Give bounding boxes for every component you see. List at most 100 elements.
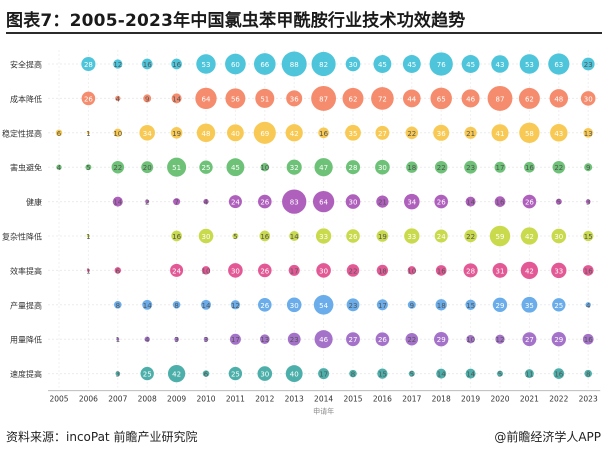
bubble: [584, 369, 592, 378]
bubble: [551, 262, 567, 279]
bubble: [580, 91, 596, 106]
bubble: [139, 125, 155, 141]
bubble: [465, 368, 476, 379]
bubble: [349, 369, 357, 378]
bubble-value-label: 45: [407, 61, 416, 69]
bubble: [228, 366, 243, 381]
bubble-value-label: 23: [290, 336, 299, 344]
row-label-4: 害虫避免: [10, 163, 42, 173]
bubble-value-label: 14: [466, 371, 475, 379]
bubble: [491, 124, 509, 142]
bubble-value-label: 34: [407, 199, 416, 207]
bubble-value-label: 42: [525, 267, 534, 275]
bubble: [553, 368, 565, 379]
bubble-value-label: 5: [498, 371, 502, 379]
bubble: [519, 122, 540, 143]
bubble-value-label: 22: [407, 130, 416, 138]
bubble-value-label: 30: [378, 164, 387, 172]
bubble: [524, 161, 535, 173]
bubble: [311, 51, 336, 77]
x-tick-label: 2007: [108, 395, 127, 404]
row-label-9: 用量降低: [10, 335, 42, 345]
bubble: [143, 94, 152, 103]
bubble-value-label: 4: [204, 199, 209, 207]
bubble-value-label: 33: [554, 267, 563, 275]
bubble: [201, 266, 211, 275]
bubble: [583, 127, 594, 138]
bubble-value-label: 24: [437, 233, 446, 241]
bubble-value-label: 1: [86, 233, 90, 241]
bubble-value-label: 7: [174, 199, 178, 207]
bubble-value-label: 23: [584, 61, 593, 69]
x-tick-label: 2013: [285, 395, 304, 404]
bubble: [141, 58, 153, 70]
bubble-value-label: 76: [437, 61, 446, 69]
bubble-value-label: 62: [349, 95, 358, 103]
x-tick-label: 2020: [490, 395, 509, 404]
bubble: [345, 194, 361, 209]
title-underline: [6, 32, 602, 34]
bubble-value-label: 14: [202, 302, 211, 310]
bubble-value-label: 12: [113, 61, 122, 69]
bubble: [55, 129, 63, 137]
bubble-value-label: 15: [466, 302, 475, 310]
bubble-value-label: 27: [525, 336, 534, 344]
bubble: [376, 195, 389, 208]
bubble-value-label: 16: [319, 130, 328, 138]
bubble-value-label: 23: [466, 164, 475, 172]
bubble-value-label: 62: [525, 95, 534, 103]
bubble: [145, 199, 150, 204]
bubble: [113, 59, 123, 69]
x-tick-label: 2006: [79, 395, 98, 404]
bubble-value-label: 25: [231, 371, 240, 379]
bubble-value-label: 30: [290, 302, 299, 310]
bubble: [228, 195, 242, 209]
bubble: [430, 87, 452, 110]
bubble-value-label: 30: [349, 61, 358, 69]
bubble-value-label: 26: [525, 199, 534, 207]
bubble: [253, 121, 276, 144]
bubble: [519, 54, 540, 74]
bubble-value-label: 5: [86, 164, 90, 172]
bubble: [346, 229, 360, 243]
bubble-value-label: 16: [437, 267, 446, 275]
bubble-value-label: 24: [231, 199, 240, 207]
bubble-value-label: 10: [113, 130, 122, 138]
bubble: [86, 234, 90, 238]
bubble-value-label: 13: [584, 130, 593, 138]
bubble: [286, 90, 303, 107]
bubble-value-label: 16: [172, 61, 181, 69]
bubble-value-label: 88: [290, 61, 299, 69]
bubble-value-label: 21: [466, 130, 475, 138]
bubble: [318, 127, 329, 139]
bubble-value-label: 16: [584, 336, 593, 344]
bubble: [376, 299, 388, 311]
bubble: [171, 58, 182, 70]
x-tick-label: 2008: [138, 395, 157, 404]
x-tick-label: 2023: [579, 395, 598, 404]
bubble-value-label: 33: [319, 233, 328, 241]
bubble: [497, 370, 503, 377]
bubble: [113, 128, 123, 138]
bubble: [232, 233, 239, 239]
bubble: [141, 161, 154, 174]
bubble: [112, 196, 123, 207]
bubble: [464, 160, 477, 174]
bubble: [548, 53, 570, 75]
bubble: [281, 51, 307, 77]
bubble-value-label: 22: [407, 336, 416, 344]
bubble: [585, 199, 591, 204]
bubble: [314, 158, 333, 177]
bubble: [346, 298, 360, 312]
bubble-value-label: 16: [260, 233, 269, 241]
bubble: [465, 299, 476, 310]
bubble: [286, 297, 302, 313]
bubble-value-label: 19: [172, 130, 181, 138]
bubble-value-label: 51: [260, 95, 269, 103]
bubble-value-label: 4: [116, 95, 121, 103]
bubble-value-label: 66: [260, 61, 269, 69]
bubble-value-label: 1: [116, 336, 120, 344]
x-tick-label: 2009: [167, 395, 186, 404]
bubble: [434, 160, 448, 174]
bubble: [520, 261, 539, 280]
